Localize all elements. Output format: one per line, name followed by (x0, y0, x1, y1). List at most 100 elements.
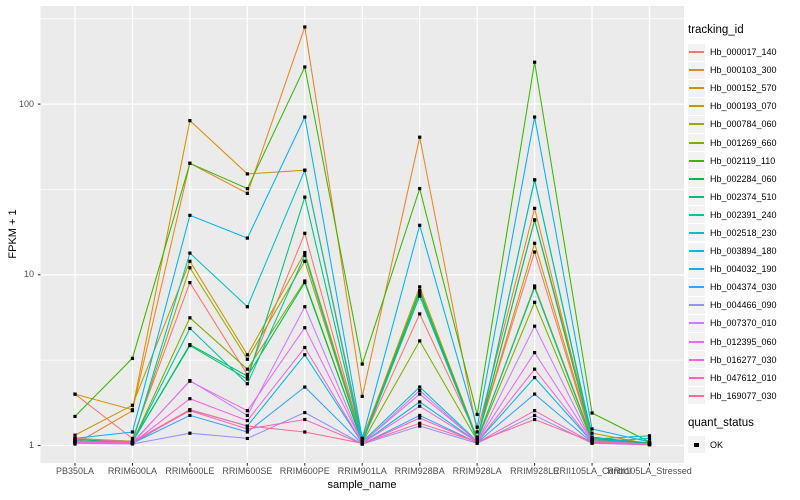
legend-entry: Hb_016277_030 (688, 351, 798, 369)
data-point (533, 413, 537, 418)
data-point (303, 259, 307, 263)
data-point (418, 424, 422, 428)
data-point (303, 417, 307, 422)
legend: tracking_id Hb_000017_140 Hb_000103_300 Hb… (688, 24, 798, 454)
legend-entry: Hb_002518_230 (688, 224, 798, 242)
data-point (188, 281, 192, 285)
data-point (188, 343, 192, 348)
legend-entry-label: Hb_000152_570 (710, 83, 777, 94)
data-point (533, 218, 537, 222)
legend-entries: Hb_000017_140 Hb_000103_300 Hb_000152_570 H… (688, 43, 798, 405)
data-point (418, 413, 422, 418)
legend-entry-label: Hb_002518_230 (710, 227, 777, 238)
legend-key (688, 369, 705, 387)
data-point (303, 281, 307, 285)
data-point (303, 115, 307, 119)
legend-key (688, 170, 705, 188)
legend-entry-label: Hb_000193_070 (710, 101, 777, 112)
data-point (303, 326, 307, 330)
legend-entry-label: Hb_002374_510 (710, 191, 777, 202)
legend-entry-quant-ok: OK (688, 436, 798, 454)
data-point (418, 135, 422, 139)
legend-entry: Hb_007370_010 (688, 314, 798, 332)
data-point (590, 437, 594, 441)
data-point (418, 400, 422, 404)
data-point (303, 305, 307, 309)
data-point (533, 60, 537, 64)
series-color-line-icon (689, 376, 704, 379)
legend-entry-label: Hb_000784_060 (710, 119, 777, 130)
legend-entry: Hb_002391_240 (688, 206, 798, 224)
data-point (418, 339, 422, 343)
data-point (245, 424, 249, 428)
data-point (533, 417, 537, 422)
legend-entry-label: Hb_007370_010 (710, 318, 777, 329)
data-point (533, 351, 537, 355)
series-color-line-icon (689, 177, 704, 180)
data-point (647, 436, 652, 441)
data-point (303, 279, 307, 283)
data-point (245, 374, 249, 378)
data-point (188, 266, 192, 270)
data-point (303, 410, 307, 415)
data-point (130, 408, 135, 412)
series-color-line-icon (689, 141, 704, 144)
data-point (188, 397, 192, 401)
data-point (245, 305, 249, 309)
data-point (647, 440, 652, 444)
series-color-line-icon (689, 286, 704, 289)
data-point (73, 392, 77, 396)
data-point (245, 382, 249, 386)
data-point (245, 409, 249, 413)
x-axis-title: sample_name (327, 479, 397, 491)
data-point (245, 236, 249, 240)
legend-key (688, 97, 705, 115)
legend-key (688, 387, 705, 405)
data-point (360, 436, 364, 441)
data-point (533, 375, 537, 380)
data-point (418, 392, 422, 396)
legend-entry-label: Hb_002284_060 (710, 173, 777, 184)
legend-key (688, 79, 705, 97)
legend-spacer (688, 405, 798, 417)
data-point (303, 231, 307, 235)
legend-key (688, 206, 705, 224)
data-point (360, 441, 364, 445)
data-point (303, 250, 307, 255)
series-color-line-icon (689, 123, 704, 126)
data-point (590, 440, 594, 444)
legend-key (688, 115, 705, 133)
data-point (590, 411, 594, 415)
legend-key (688, 188, 705, 206)
legend-entry-label: Hb_002119_110 (710, 155, 776, 166)
data-point (533, 286, 537, 290)
data-point (245, 427, 249, 431)
data-point (188, 161, 192, 165)
data-point (73, 414, 77, 419)
legend-entry: Hb_004466_090 (688, 296, 798, 314)
series-color-line-icon (689, 358, 704, 361)
series-color-line-icon (689, 69, 704, 72)
data-point (303, 65, 307, 69)
data-point (418, 186, 422, 191)
legend-key (688, 260, 705, 278)
data-point (73, 439, 77, 443)
data-point (533, 367, 537, 371)
data-point (418, 285, 422, 289)
data-point (475, 425, 479, 429)
legend-entry: Hb_169077_030 (688, 387, 798, 405)
data-point (130, 436, 135, 441)
data-point (73, 433, 77, 437)
data-point (418, 223, 422, 227)
data-point (73, 436, 77, 441)
data-point (418, 416, 422, 420)
legend-key (688, 296, 705, 314)
legend-entry: Hb_000784_060 (688, 115, 798, 133)
data-point (303, 253, 307, 257)
legend-entry-label: Hb_169077_030 (710, 390, 777, 401)
legend-key (688, 152, 705, 170)
data-point (533, 300, 537, 304)
data-point (647, 442, 652, 446)
data-point (533, 392, 537, 396)
data-point (188, 431, 192, 435)
